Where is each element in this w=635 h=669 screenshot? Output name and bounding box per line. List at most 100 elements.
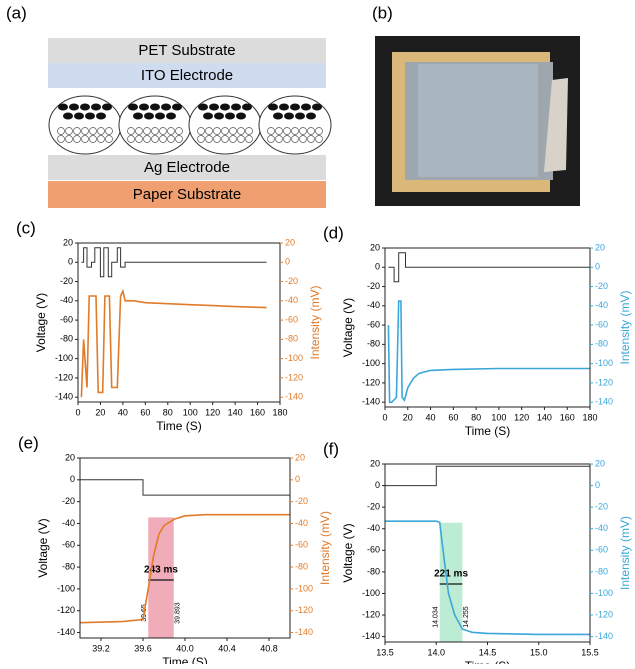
y-tick-label: -140 — [57, 627, 75, 637]
pos-particle — [57, 135, 65, 143]
x-tick-label: 15.0 — [530, 647, 548, 657]
photo-paper — [544, 78, 568, 172]
neg-particle — [214, 112, 224, 120]
panel-label: (c) — [16, 218, 36, 237]
y-tick-label: 20 — [370, 458, 380, 468]
layer-label: ITO Electrode — [141, 67, 233, 84]
y2-tick-label: -100 — [595, 588, 613, 598]
pos-particle — [315, 127, 323, 135]
y-tick-label: -80 — [367, 339, 380, 349]
y-tick-label: -100 — [55, 353, 73, 363]
neg-particle — [225, 112, 235, 120]
pos-particle — [245, 127, 253, 135]
y-tick-label: -140 — [55, 392, 73, 402]
span-label: 221 ms — [434, 569, 468, 580]
y2-tick-label: -140 — [595, 631, 613, 641]
photo-film — [418, 64, 538, 177]
x-tick-label: 180 — [582, 412, 597, 422]
pos-particle — [291, 127, 299, 135]
x-tick-label: 180 — [272, 407, 287, 417]
x-tick-label: 40.4 — [218, 643, 236, 653]
span-label: 243 ms — [144, 565, 178, 576]
x-tick-label: 60 — [140, 407, 150, 417]
y2-tick-label: -80 — [595, 339, 608, 349]
neg-particle — [69, 103, 79, 111]
y2-tick-label: -120 — [595, 377, 613, 387]
pos-particle — [267, 127, 275, 135]
plot-frame — [77, 242, 281, 403]
pos-particle — [175, 127, 183, 135]
x-axis-label: Time (S) — [156, 419, 202, 433]
pos-particle — [197, 127, 205, 135]
pos-particle — [151, 135, 159, 143]
x-tick-label: 40 — [426, 412, 436, 422]
series-line — [385, 465, 590, 487]
x-tick-label: 100 — [183, 407, 198, 417]
x-tick-label: 100 — [491, 412, 506, 422]
particle-cells — [48, 95, 332, 155]
y2-tick-label: -140 — [295, 627, 313, 637]
pos-particle — [221, 127, 229, 135]
series-line — [79, 513, 290, 624]
pos-particle — [151, 127, 159, 135]
pos-particle — [73, 127, 81, 135]
pos-particle — [73, 135, 81, 143]
y-tick-label: 0 — [375, 480, 380, 490]
pos-particle — [205, 135, 213, 143]
plot-frame — [79, 457, 291, 639]
y-tick-label: -140 — [362, 397, 380, 407]
pos-particle — [65, 127, 73, 135]
neg-particle — [279, 103, 289, 111]
pos-particle — [89, 135, 97, 143]
neg-particle — [128, 103, 138, 111]
plot-frame — [384, 247, 591, 408]
x-tick-label: 0 — [382, 412, 387, 422]
pos-particle — [143, 135, 151, 143]
span-end: 14.255 — [463, 606, 470, 628]
neg-particle — [306, 112, 316, 120]
y-tick-label: -60 — [367, 319, 380, 329]
y2-tick-label: 20 — [595, 458, 605, 468]
pos-particle — [213, 127, 221, 135]
neg-particle — [273, 112, 283, 120]
neg-particle — [85, 112, 95, 120]
y-tick-label: -40 — [60, 295, 73, 305]
neg-particle — [133, 112, 143, 120]
y-tick-label: 20 — [63, 237, 73, 247]
pos-particle — [213, 135, 221, 143]
y2-tick-label: 0 — [285, 257, 290, 267]
series-line — [81, 247, 267, 278]
pos-particle — [275, 127, 283, 135]
x-tick-label: 13.5 — [376, 647, 394, 657]
pos-particle — [291, 135, 299, 143]
x-tick-label: 140 — [537, 412, 552, 422]
y-tick-label: -60 — [60, 314, 73, 324]
layer-label: Ag Electrode — [144, 159, 230, 176]
y-tick-label: 0 — [68, 257, 73, 267]
x-tick-label: 39.2 — [92, 643, 110, 653]
neg-particle — [301, 103, 311, 111]
pos-particle — [127, 135, 135, 143]
x-axis-label: Time (S) — [465, 424, 511, 438]
y2-tick-label: -80 — [595, 566, 608, 576]
x-tick-label: 15.5 — [581, 647, 599, 657]
pos-particle — [89, 127, 97, 135]
layer-label: PET Substrate — [138, 42, 235, 59]
neg-particle — [161, 103, 171, 111]
neg-particle — [209, 103, 219, 111]
layer — [48, 181, 326, 208]
y-tick-label: -40 — [62, 518, 75, 528]
pos-particle — [237, 135, 245, 143]
x-tick-label: 60 — [448, 412, 458, 422]
x-tick-label: 14.5 — [479, 647, 497, 657]
pos-particle — [81, 127, 89, 135]
neg-particle — [284, 112, 294, 120]
neg-particle — [155, 112, 165, 120]
span-end: 39.893 — [175, 602, 182, 624]
pos-particle — [307, 127, 315, 135]
panel-label: (f) — [323, 439, 339, 458]
series-line — [80, 479, 290, 496]
layer-label: Paper Substrate — [133, 186, 241, 203]
pos-particle — [275, 135, 283, 143]
pos-particle — [245, 135, 253, 143]
